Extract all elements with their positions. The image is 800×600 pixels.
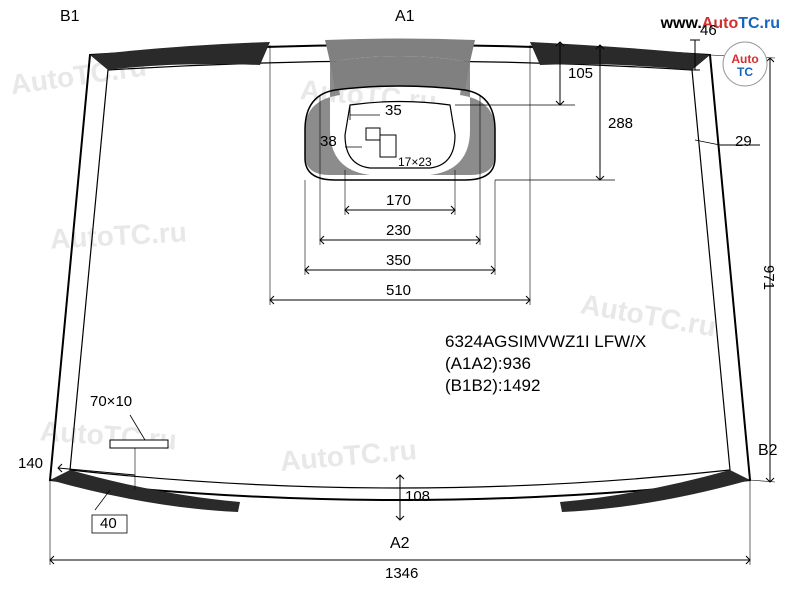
- dim-29: 29: [735, 133, 752, 150]
- dim-170: 170: [386, 192, 411, 209]
- logo-icon: Auto TC: [720, 39, 770, 89]
- dim-46: 46: [700, 22, 717, 39]
- dim-40: 40: [100, 515, 117, 532]
- dim-971: 971: [760, 265, 777, 290]
- part-a-dim: (A1A2):936: [445, 354, 531, 374]
- part-number: 6324AGSIMVWZ1I LFW/X: [445, 332, 646, 352]
- dim-70x10: 70×10: [90, 393, 132, 410]
- dim-230: 230: [386, 222, 411, 239]
- svg-text:Auto: Auto: [731, 52, 758, 66]
- corner-b2: B2: [758, 442, 778, 460]
- dim-38: 38: [320, 133, 337, 150]
- dim-510: 510: [386, 282, 411, 299]
- windshield-diagram: [0, 0, 800, 600]
- url-text: www.AutoTC.ru: [661, 15, 780, 33]
- dim-35: 35: [385, 102, 402, 119]
- dim-350: 350: [386, 252, 411, 269]
- corner-b1: B1: [60, 8, 80, 26]
- corner-a1: A1: [395, 8, 415, 26]
- dim-140: 140: [18, 455, 43, 472]
- corner-a2: A2: [390, 535, 410, 553]
- dim-288: 288: [608, 115, 633, 132]
- part-b-dim: (B1B2):1492: [445, 376, 540, 396]
- svg-text:TC: TC: [737, 65, 753, 79]
- dim-1346: 1346: [385, 565, 418, 582]
- dim-105: 105: [568, 65, 593, 82]
- dim-108: 108: [405, 488, 430, 505]
- dim-17x23: 17×23: [398, 155, 432, 169]
